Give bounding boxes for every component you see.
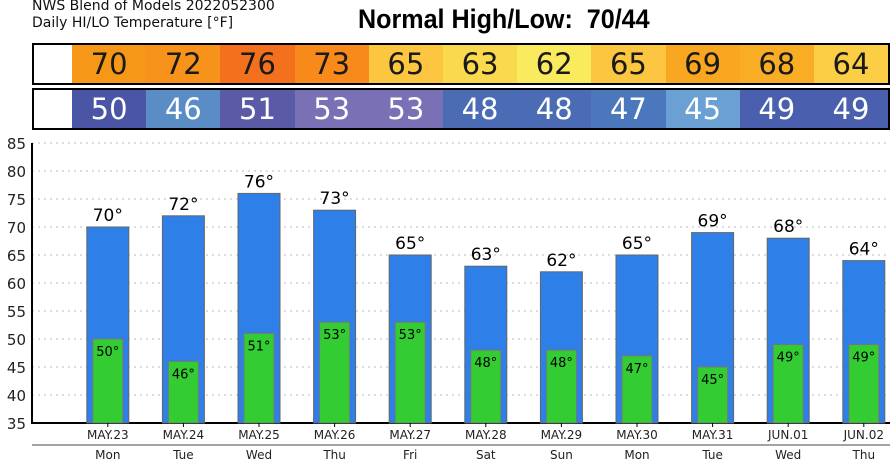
low-bar <box>621 355 653 424</box>
high-value-label: 72° <box>168 195 198 215</box>
x-day-label: Tue <box>701 448 723 462</box>
x-date-label: JUN.02 <box>843 428 884 442</box>
strip-blank-cell <box>34 45 72 83</box>
high-temp-cell: 70 <box>72 45 147 83</box>
x-day-label: Tue <box>172 448 194 462</box>
x-date-label: MAY.27 <box>389 428 431 442</box>
x-date-label: MAY.28 <box>465 428 507 442</box>
low-bar <box>394 321 426 424</box>
low-value-label: 46° <box>172 367 195 382</box>
high-temperature-strip: 70 72 76 73 65 63 62 65 69 68 64 <box>32 43 890 85</box>
y-tick-label: 80 <box>7 163 26 181</box>
low-temp-cell: 49 <box>739 90 814 128</box>
low-value-label: 49° <box>852 351 875 366</box>
low-temp-cell: 53 <box>294 90 369 128</box>
high-value-label: 68° <box>773 217 803 237</box>
y-tick-label: 75 <box>7 191 26 209</box>
low-bar <box>545 349 577 424</box>
x-day-label: Sat <box>476 448 496 462</box>
y-tick-label: 50 <box>7 331 26 349</box>
low-value-label: 45° <box>701 373 724 388</box>
high-value-label: 65° <box>395 234 425 254</box>
low-bar <box>848 344 880 424</box>
y-tick-label: 70 <box>7 219 26 237</box>
x-date-label: MAY.23 <box>87 428 129 442</box>
low-value-label: 48° <box>474 356 497 371</box>
y-tick-label: 60 <box>7 275 26 293</box>
chart-subtitle: Daily HI/LO Temperature [°F] <box>32 15 234 31</box>
low-value-label: 49° <box>777 351 800 366</box>
x-date-label: MAY.29 <box>541 428 583 442</box>
low-value-label: 53° <box>323 328 346 343</box>
high-temp-cell: 69 <box>665 45 740 83</box>
x-date-label: MAY.30 <box>616 428 658 442</box>
x-date-label: JUN.01 <box>767 428 808 442</box>
high-temp-cell: 62 <box>517 45 592 83</box>
x-day-label: Mon <box>95 448 120 462</box>
high-value-label: 73° <box>320 189 350 209</box>
high-value-label: 64° <box>849 240 879 260</box>
y-tick-label: 85 <box>7 135 26 153</box>
high-temp-cell: 72 <box>146 45 221 83</box>
low-temp-cell: 47 <box>591 90 666 128</box>
low-value-label: 53° <box>399 328 422 343</box>
model-title: NWS Blend of Models 2022052300 <box>32 0 275 14</box>
low-temp-cell: 48 <box>517 90 592 128</box>
high-temp-cell: 73 <box>294 45 369 83</box>
low-bar <box>697 366 729 424</box>
high-value-label: 65° <box>622 234 652 254</box>
x-date-label: MAY.25 <box>238 428 280 442</box>
low-temp-cell: 46 <box>146 90 221 128</box>
x-date-label: MAY.24 <box>163 428 205 442</box>
x-date-label: MAY.26 <box>314 428 356 442</box>
low-temp-cell: 49 <box>813 90 889 128</box>
low-temp-cell: 45 <box>665 90 740 128</box>
strip-blank-cell <box>34 90 72 128</box>
y-tick-label: 35 <box>7 415 26 433</box>
low-temp-cell: 48 <box>442 90 518 128</box>
low-value-label: 51° <box>247 339 270 354</box>
low-bar <box>243 332 275 424</box>
low-value-label: 48° <box>550 356 573 371</box>
high-value-label: 62° <box>546 251 576 271</box>
x-day-label: Thu <box>852 448 876 462</box>
x-day-label: Thu <box>322 448 346 462</box>
high-temp-cell: 65 <box>591 45 666 83</box>
x-day-label: Mon <box>624 448 649 462</box>
high-temp-cell: 65 <box>368 45 443 83</box>
high-temp-cell: 76 <box>220 45 295 83</box>
y-tick-label: 45 <box>7 359 26 377</box>
x-day-label: Wed <box>775 448 801 462</box>
normal-high-low: Normal High/Low: 70/44 <box>358 4 650 34</box>
low-temperature-strip: 50 46 51 53 53 48 48 47 45 49 49 <box>32 88 890 130</box>
x-day-label: Fri <box>403 448 417 462</box>
y-tick-label: 65 <box>7 247 26 265</box>
low-temp-cell: 51 <box>220 90 295 128</box>
high-temp-cell: 68 <box>739 45 814 83</box>
high-value-label: 69° <box>698 212 728 232</box>
x-date-label: MAY.31 <box>692 428 734 442</box>
low-value-label: 47° <box>625 362 648 377</box>
high-value-label: 76° <box>244 172 274 192</box>
low-bar <box>319 321 351 424</box>
y-tick-label: 40 <box>7 387 26 405</box>
high-temp-cell: 63 <box>442 45 518 83</box>
y-tick-label: 55 <box>7 303 26 321</box>
high-value-label: 70° <box>93 206 123 226</box>
high-value-label: 63° <box>471 245 501 265</box>
low-bar <box>167 360 199 424</box>
low-bar <box>470 349 502 424</box>
low-temp-cell: 50 <box>72 90 147 128</box>
low-temp-cell: 53 <box>368 90 443 128</box>
low-value-label: 50° <box>96 345 119 360</box>
high-temp-cell: 64 <box>813 45 889 83</box>
x-day-label: Sun <box>550 448 573 462</box>
x-day-label: Wed <box>246 448 272 462</box>
